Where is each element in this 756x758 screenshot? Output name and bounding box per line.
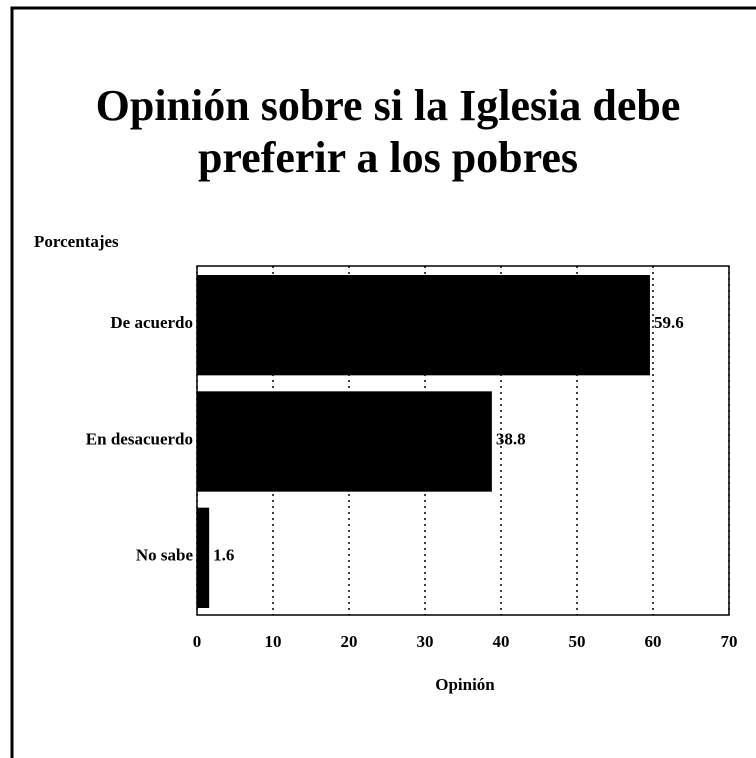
value-label: 1.6 <box>213 546 234 565</box>
frame <box>10 6 756 758</box>
x-tick-label: 50 <box>569 632 586 651</box>
x-tick-label: 10 <box>265 632 282 651</box>
x-tick-label: 60 <box>645 632 662 651</box>
bar <box>197 391 492 492</box>
y-tick-label: En desacuerdo <box>86 429 193 448</box>
chart-title: Opinión sobre si la Iglesia debe preferi… <box>95 81 681 182</box>
value-label: 38.8 <box>496 429 526 448</box>
x-axis-title: Opinión <box>435 675 495 694</box>
bar <box>197 275 650 376</box>
x-tick-label: 30 <box>417 632 434 651</box>
bar <box>197 507 210 608</box>
y-tick-label: No sabe <box>136 546 194 565</box>
y-axis-title: Porcentajes <box>34 232 119 251</box>
x-tick-label: 20 <box>341 632 358 651</box>
x-tick-label: 0 <box>193 632 202 651</box>
value-label: 59.6 <box>654 313 684 332</box>
y-tick-label: De acuerdo <box>110 313 193 332</box>
x-tick-label: 70 <box>721 632 738 651</box>
x-tick-label: 40 <box>493 632 510 651</box>
